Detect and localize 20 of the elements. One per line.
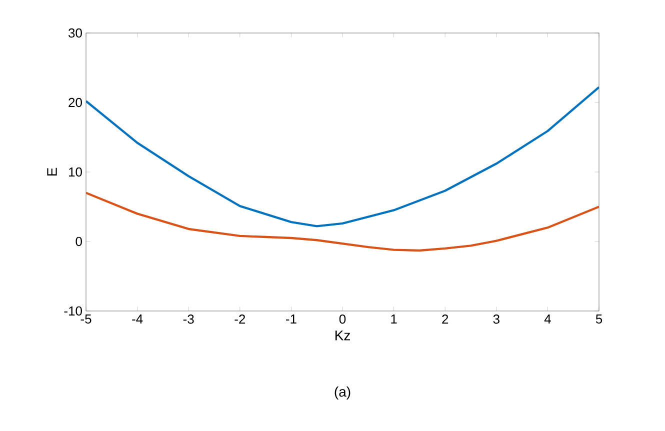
y-tick-label: 10 xyxy=(69,167,82,177)
y-tick-label: 30 xyxy=(68,28,82,38)
x-tick-label: -2 xyxy=(234,314,246,324)
x-tick-label: -5 xyxy=(80,314,92,324)
x-tick-label: 0 xyxy=(339,314,346,324)
x-tick-label: -3 xyxy=(183,314,194,324)
y-tick-label: -10 xyxy=(64,306,82,316)
x-tick-label: -4 xyxy=(132,314,143,324)
x-tick-label: 3 xyxy=(493,314,500,324)
x-tick-label: 5 xyxy=(596,314,602,324)
y-tick-label: 20 xyxy=(68,98,82,108)
x-tick-label: -1 xyxy=(286,314,296,324)
text: (a) xyxy=(334,386,350,400)
x-tick-label: 4 xyxy=(544,314,551,324)
x-tick-label: 1 xyxy=(391,314,397,324)
line-series xyxy=(86,86,599,228)
x-tick-label: 2 xyxy=(442,314,448,324)
y-tick-label: 0 xyxy=(76,236,82,246)
y-axis-title: E xyxy=(47,168,57,176)
x-axis-title: Kz xyxy=(335,330,350,340)
